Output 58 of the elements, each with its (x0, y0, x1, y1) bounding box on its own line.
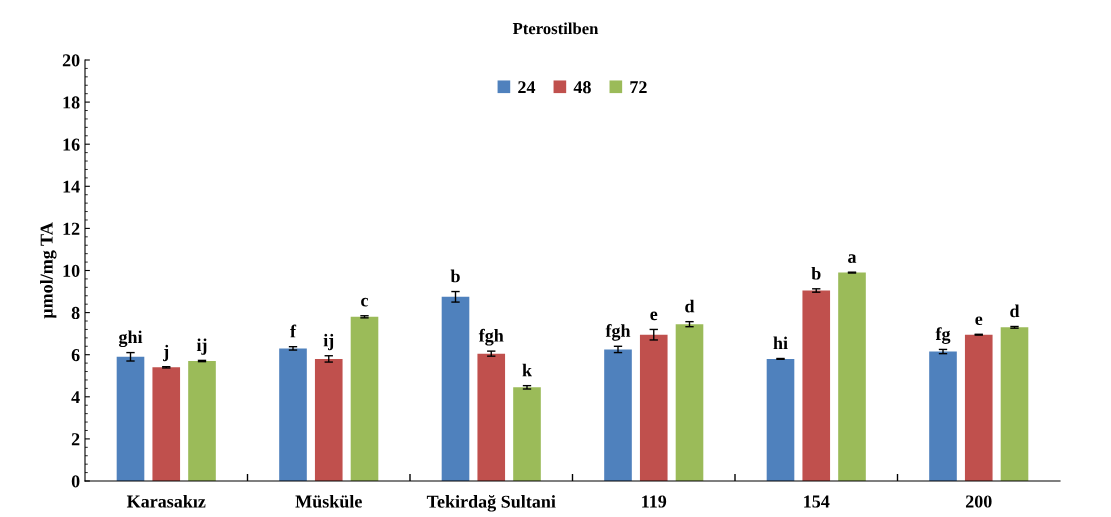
y-tick-label: 12 (63, 222, 80, 235)
data-label: fgh (478, 328, 504, 346)
bar (441, 296, 470, 481)
bar (279, 348, 307, 481)
y-tick-label: 10 (63, 264, 80, 277)
bar (964, 334, 993, 481)
y-axis-title: µmol/mg TA (40, 222, 57, 319)
legend-label: 48 (573, 81, 591, 94)
data-label: f (290, 324, 297, 338)
x-tick-label: Müsküle (295, 494, 362, 508)
data-label: ij (323, 333, 334, 351)
bar (929, 351, 957, 481)
bar (604, 349, 632, 481)
x-tick-label: 200 (965, 495, 992, 508)
bar (802, 290, 831, 481)
data-label: e (650, 311, 658, 321)
y-tick-label: 16 (63, 138, 80, 151)
bar (513, 387, 541, 481)
x-tick-label: Tekirdağ Sultani (426, 494, 556, 512)
data-label: d (1010, 304, 1020, 318)
bar (477, 353, 506, 481)
data-label: a (848, 254, 857, 263)
data-label: c (361, 297, 369, 307)
data-label: ghi (118, 330, 143, 348)
bar (766, 358, 795, 481)
legend-label: 24 (518, 81, 536, 94)
bar (152, 367, 181, 481)
data-label: ij (196, 338, 207, 355)
bar (838, 272, 866, 481)
data-label: e (975, 316, 983, 326)
y-tick-label: 0 (71, 475, 80, 488)
data-label: j (163, 344, 169, 362)
data-label: b (811, 266, 821, 280)
y-tick-label: 20 (62, 54, 80, 67)
x-tick-label: Karasakız (126, 494, 206, 508)
bar (350, 316, 379, 481)
data-label: k (522, 363, 532, 377)
y-tick-label: 8 (71, 306, 80, 320)
bar (639, 334, 668, 481)
bar (188, 361, 216, 481)
data-label: fgh (605, 324, 631, 341)
bar (1000, 327, 1029, 481)
bar (116, 356, 145, 481)
x-tick-label: 154 (804, 495, 830, 508)
chart-title: Pterostilben (512, 22, 599, 35)
y-tick-label: 2 (71, 433, 80, 446)
y-tick-label: 4 (71, 391, 80, 404)
x-tick-label: 119 (642, 495, 667, 508)
bar (675, 324, 704, 481)
legend-label: 72 (630, 81, 647, 94)
data-label: hi (773, 336, 788, 350)
data-label: d (685, 299, 695, 313)
data-label: b (450, 269, 460, 283)
y-tick-label: 6 (71, 349, 80, 362)
data-label: fg (935, 327, 951, 344)
y-tick-label: 18 (63, 96, 80, 109)
bar (314, 358, 343, 481)
y-tick-label: 14 (63, 180, 80, 193)
